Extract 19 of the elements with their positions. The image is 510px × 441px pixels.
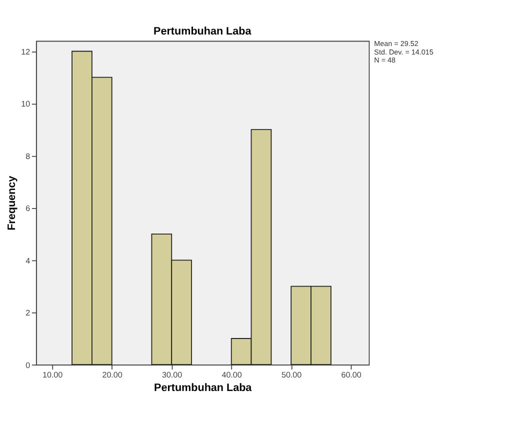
x-tick-label: 20.00: [102, 370, 123, 380]
y-tick-label: 8: [26, 152, 31, 161]
x-tick-label: 40.00: [222, 370, 242, 380]
chart-title: Pertumbuhan Laba: [154, 26, 252, 38]
x-tick-label: 30.00: [162, 370, 183, 380]
y-tick-label: 4: [26, 256, 31, 266]
x-tick-label: 60.00: [341, 370, 362, 380]
y-tick-label: 12: [21, 47, 31, 56]
text: Mean = 29.52: [374, 39, 418, 48]
y-axis-title: Frequency: [6, 176, 18, 230]
text: Std. Dev. = 14.015: [374, 47, 434, 56]
y-tick-label: 6: [26, 204, 31, 214]
y-tick-label: 0: [26, 360, 31, 370]
x-axis-title: Pertumbuhan Laba: [154, 382, 253, 394]
y-tick-label: 10: [21, 100, 31, 109]
x-tick-label: 10.00: [42, 370, 64, 380]
text: N = 48: [374, 55, 396, 64]
y-tick-label: 2: [26, 308, 31, 318]
x-tick-label: 50.00: [281, 370, 302, 380]
